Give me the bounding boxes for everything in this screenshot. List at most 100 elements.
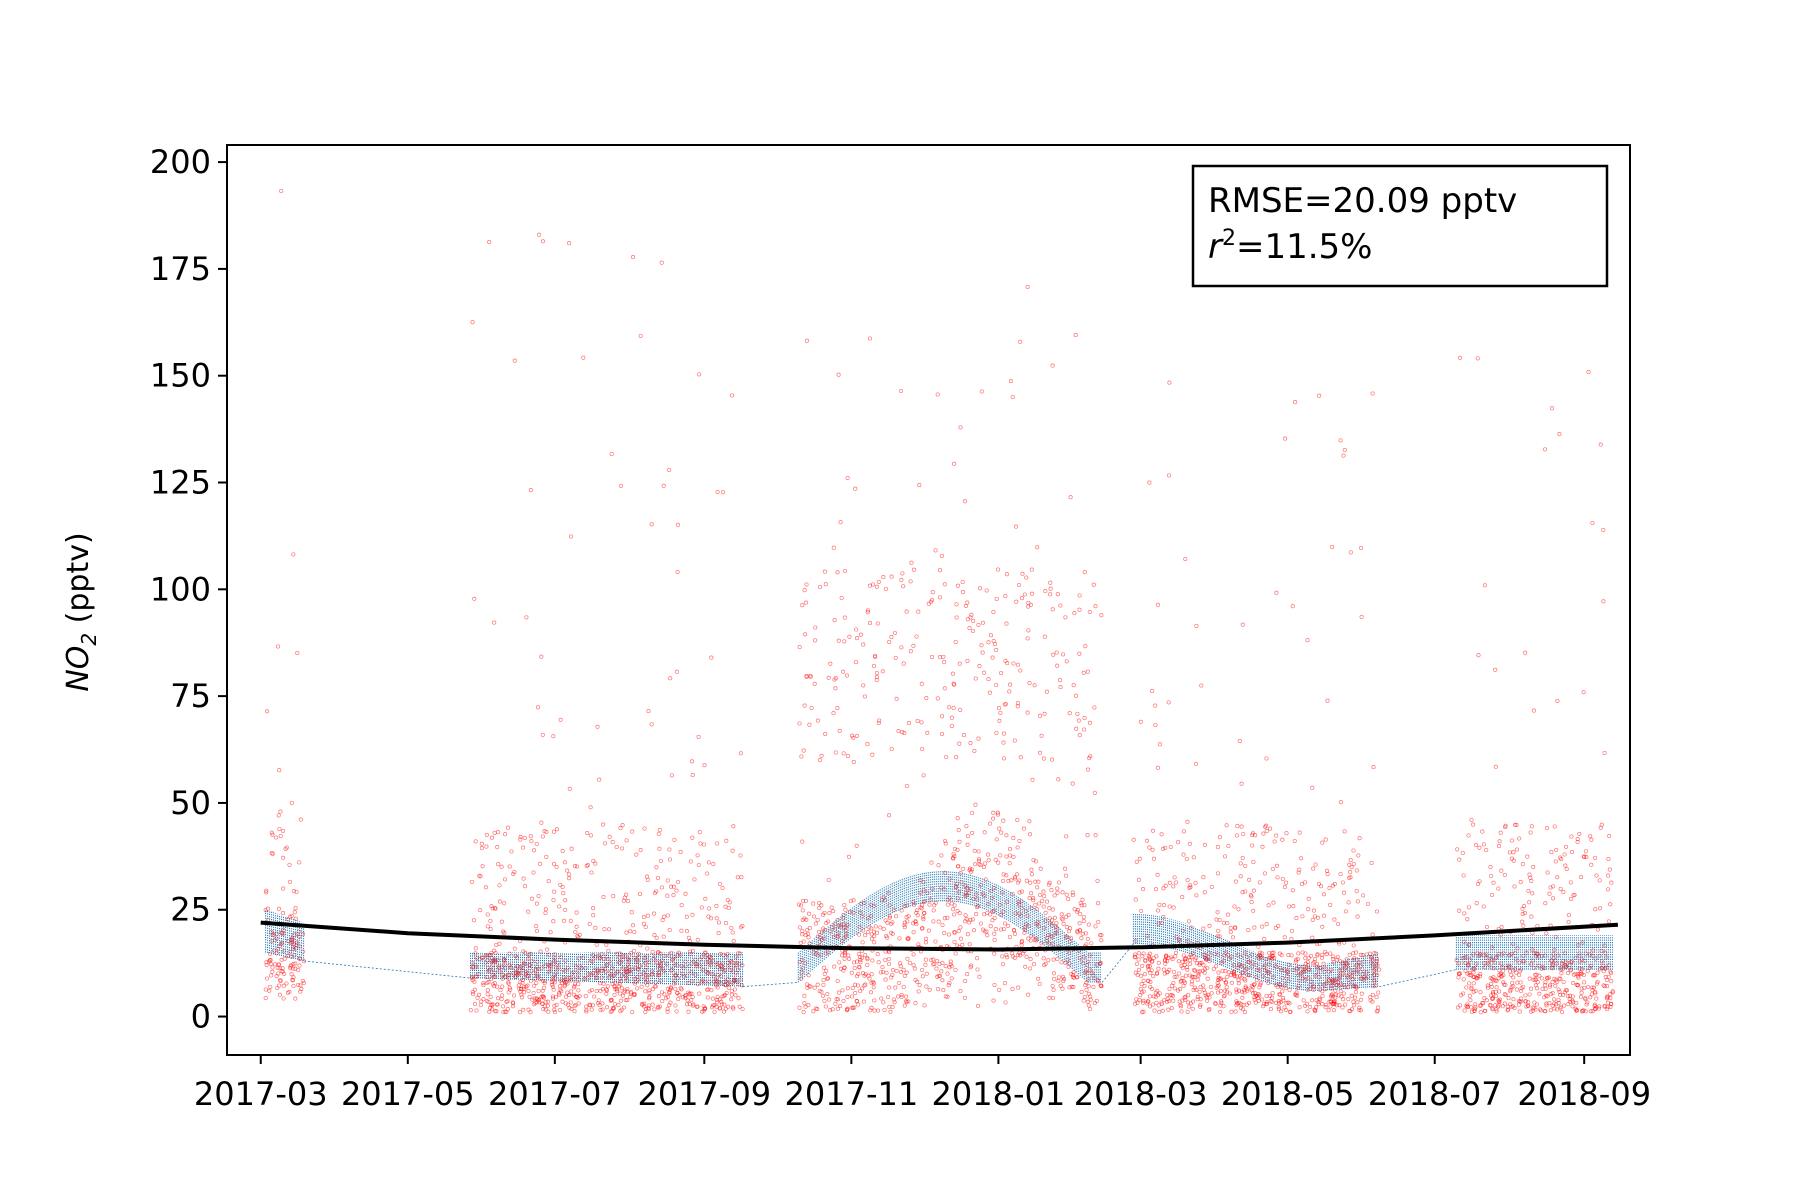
observation-point (1056, 777, 1061, 782)
observation-point (588, 833, 593, 838)
observation-point (665, 1006, 670, 1011)
observation-point (841, 998, 846, 1003)
observation-point (1183, 957, 1188, 962)
observation-point (1082, 994, 1087, 999)
observation-point (946, 932, 952, 937)
observation-point (850, 985, 855, 991)
observation-point (872, 934, 877, 939)
observation-point (497, 899, 502, 904)
observation-point (679, 903, 684, 908)
observation-point (942, 660, 947, 665)
observation-point (1157, 742, 1162, 747)
observation-point (683, 891, 688, 896)
observation-point (1032, 683, 1037, 688)
observation-point (1597, 878, 1602, 883)
observation-point (986, 640, 991, 645)
observation-point (545, 947, 550, 952)
observation-point (657, 1004, 662, 1009)
observation-point (956, 828, 961, 833)
observation-point (1497, 972, 1502, 977)
observation-point (1041, 904, 1046, 909)
observation-point (969, 869, 974, 874)
observation-point (714, 997, 719, 1002)
observation-point (1167, 880, 1172, 885)
observation-point (875, 621, 880, 626)
observation-point (618, 826, 623, 831)
observation-point (1338, 438, 1343, 443)
observation-point (863, 953, 868, 958)
observation-point (994, 648, 999, 653)
observation-point (1489, 965, 1494, 970)
observation-point (474, 1008, 479, 1013)
observation-point (1570, 850, 1575, 855)
observation-point (1467, 981, 1472, 986)
observation-point (1015, 817, 1020, 822)
observation-point (876, 720, 881, 726)
observation-point (1077, 593, 1082, 598)
observation-point (1292, 838, 1297, 844)
observation-point (1153, 722, 1158, 728)
observation-point (1141, 887, 1146, 892)
observation-point (1527, 992, 1532, 997)
observation-point (535, 973, 540, 978)
observation-point (857, 924, 862, 930)
observation-point (1017, 911, 1022, 916)
observation-point (1136, 951, 1142, 956)
observation-point (952, 912, 957, 917)
observation-point (1549, 406, 1555, 411)
observation-point (599, 975, 604, 980)
observation-point (1064, 873, 1069, 878)
observation-point (931, 962, 936, 967)
observation-point (914, 634, 919, 639)
observation-point (736, 996, 741, 1001)
observation-point (1141, 989, 1146, 994)
observation-point (1461, 977, 1466, 982)
observation-point (955, 908, 960, 914)
observation-point (1317, 393, 1322, 398)
observation-point (1137, 856, 1142, 861)
observation-point (1280, 876, 1285, 881)
observation-point (553, 994, 559, 1000)
observation-point (936, 987, 941, 992)
axes-frame (226, 144, 1631, 1056)
observation-point (1261, 1001, 1267, 1006)
observation-point (1500, 1004, 1505, 1009)
observation-point (902, 925, 907, 930)
observation-point (1555, 698, 1560, 704)
observation-point (1597, 953, 1602, 958)
observation-point (1246, 1000, 1252, 1005)
observation-point (641, 921, 646, 926)
observation-point (971, 928, 977, 933)
observation-point (687, 949, 692, 954)
observation-point (972, 748, 977, 753)
observation-point (1558, 992, 1563, 997)
observation-point (693, 972, 698, 977)
observation-point (851, 898, 856, 903)
observation-point (1234, 999, 1239, 1004)
observation-point (740, 923, 745, 929)
observation-point (995, 810, 1000, 815)
observation-point (1351, 1003, 1357, 1008)
observation-point (1602, 984, 1607, 989)
observation-point (1321, 892, 1326, 897)
observation-point (949, 901, 954, 906)
observation-point (1549, 965, 1554, 970)
observation-point (948, 962, 953, 967)
observation-point (925, 730, 930, 735)
observation-point (802, 703, 807, 708)
observation-point (546, 1009, 551, 1014)
observation-point (1303, 1003, 1308, 1008)
observation-point (1550, 990, 1555, 996)
observation-point (1306, 976, 1311, 981)
observation-point (1542, 995, 1547, 1000)
observation-point (894, 968, 899, 974)
observation-point (1585, 984, 1591, 989)
observation-point (568, 1000, 573, 1005)
observation-point (1542, 447, 1548, 452)
observation-point (1060, 890, 1065, 895)
observation-point (896, 994, 901, 999)
observation-point (1156, 1003, 1161, 1008)
observation-point (576, 1001, 581, 1006)
observation-point (1082, 716, 1087, 721)
observation-point (890, 1005, 895, 1010)
